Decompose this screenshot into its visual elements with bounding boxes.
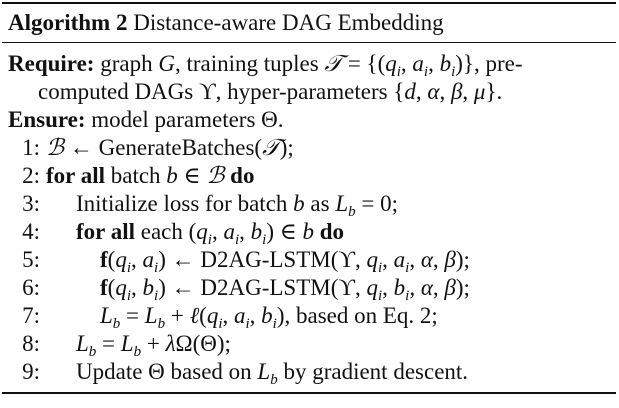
algorithm-label: Algorithm 2 <box>8 10 128 35</box>
ensure-line: Ensure: model parameters Θ. <box>8 107 284 132</box>
line-text: based on <box>170 359 252 384</box>
line-number: 7: <box>22 303 40 328</box>
line-text: by gradient descent. <box>283 359 469 384</box>
require-line-2: computed DAGs ϒ, hyper-parameters {d, α,… <box>38 79 503 104</box>
line-text: batch <box>110 163 161 188</box>
line-number: 5: <box>22 247 40 272</box>
line-number: 9: <box>22 359 40 384</box>
algorithm-line-4: for all each (qi, ai, bi) ∈ b do <box>76 219 345 248</box>
algorithm-line-1: ℬ ← GenerateBatches(𝒯); <box>46 135 294 161</box>
require-text: computed DAGs <box>38 79 194 104</box>
algorithm-line-7: Lb = Lb + ℓ(qi, ai, bi), based on Eq. 2; <box>100 303 438 332</box>
line-text: Update <box>76 359 143 384</box>
header-rule <box>2 42 616 43</box>
line-number: 1: <box>22 135 40 160</box>
keyword: for all <box>46 163 105 188</box>
require-text: , pre- <box>473 51 523 76</box>
keyword: do <box>230 163 255 188</box>
algorithm-title: Distance-aware DAG Embedding <box>133 10 444 35</box>
require-text: , hyper-parameters <box>215 79 388 104</box>
algorithm-line-3: Initialize loss for batch b as Lb = 0; <box>76 191 398 220</box>
function-name: D2AG-LSTM <box>200 247 331 272</box>
line-number: 6: <box>22 275 40 300</box>
keyword: for all <box>76 219 135 244</box>
line-number: 8: <box>22 331 40 356</box>
top-rule <box>2 2 616 4</box>
line-number: 3: <box>22 191 40 216</box>
function-name: GenerateBatches <box>98 135 255 160</box>
require-label: Require: <box>8 51 95 76</box>
function-name: D2AG-LSTM <box>200 275 331 300</box>
algorithm-line-6: f(qi, bi) ← D2AG-LSTM(ϒ, qi, bi, α, β); <box>100 275 470 304</box>
algorithm-line-2: for all batch b ∈ ℬ do <box>46 163 255 189</box>
keyword: do <box>319 219 345 244</box>
require-line-1: Require: graph G, training tuples 𝒯 = {(… <box>8 51 523 80</box>
require-text: , training tuples <box>174 51 319 76</box>
line-text: each <box>140 219 183 244</box>
line-number: 4: <box>22 219 40 244</box>
line-number: 2: <box>22 163 40 188</box>
ensure-text: model parameters <box>91 107 256 132</box>
algorithm-line-8: Lb = Lb + λΩ(Θ); <box>76 331 231 360</box>
algorithm-header: Algorithm 2 Distance-aware DAG Embedding <box>8 9 444 37</box>
bottom-rule <box>2 392 616 394</box>
algorithm-line-9: Update Θ based on Lb by gradient descent… <box>76 359 469 388</box>
line-text: , based on Eq. 2; <box>284 303 438 328</box>
line-text: as <box>310 191 330 216</box>
require-text: graph <box>100 51 153 76</box>
line-text: Initialize loss for batch <box>76 191 288 216</box>
algorithm-line-5: f(qi, ai) ← D2AG-LSTM(ϒ, qi, ai, α, β); <box>100 247 470 276</box>
ensure-label: Ensure: <box>8 107 86 132</box>
